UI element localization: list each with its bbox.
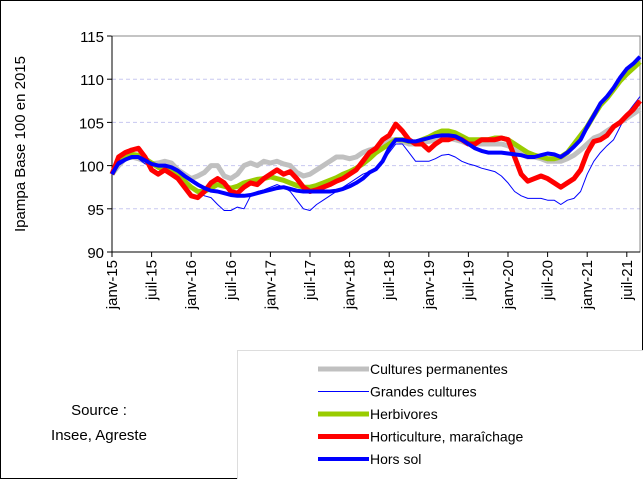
x-tick-label: juil-19 (460, 260, 477, 301)
x-tick-label: janv-15 (104, 260, 121, 310)
series-line (109, 60, 642, 194)
legend-label: Herbivores (370, 406, 438, 422)
y-tick-label: 105 (79, 115, 104, 132)
legend-label: Hors sol (370, 451, 421, 467)
legend-box (237, 350, 643, 479)
legend-label: Cultures permanentes (370, 361, 508, 377)
x-tick-label: juil-15 (144, 260, 161, 301)
x-tick-label: juil-18 (381, 260, 398, 301)
x-tick-label: juil-21 (619, 260, 636, 301)
x-tick-label: janv-21 (579, 260, 596, 310)
legend-label: Horticulture, maraîchage (370, 429, 524, 445)
y-tick-label: 95 (87, 202, 104, 219)
series-line (110, 55, 642, 198)
source-text: Source : (71, 402, 127, 419)
y-tick-label: 115 (80, 29, 104, 46)
legend-label: Grandes cultures (370, 384, 477, 400)
x-tick-label: janv-16 (183, 260, 200, 310)
y-tick-label: 90 (87, 245, 104, 262)
series-line (109, 99, 642, 201)
x-tick-label: juil-17 (302, 260, 319, 301)
y-tick-label: 100 (79, 159, 104, 176)
y-tick-label: 110 (80, 72, 104, 89)
x-tick-label: juil-16 (223, 260, 240, 301)
x-tick-label: janv-19 (421, 260, 438, 310)
x-tick-label: juil-20 (540, 260, 557, 301)
source-text: Insee, Agreste (51, 427, 147, 444)
y-axis-label: Ipampa Base 100 en 2015 (12, 56, 29, 232)
x-tick-label: janv-17 (262, 260, 279, 310)
x-tick-label: janv-20 (500, 260, 517, 310)
x-tick-label: janv-18 (342, 260, 359, 310)
